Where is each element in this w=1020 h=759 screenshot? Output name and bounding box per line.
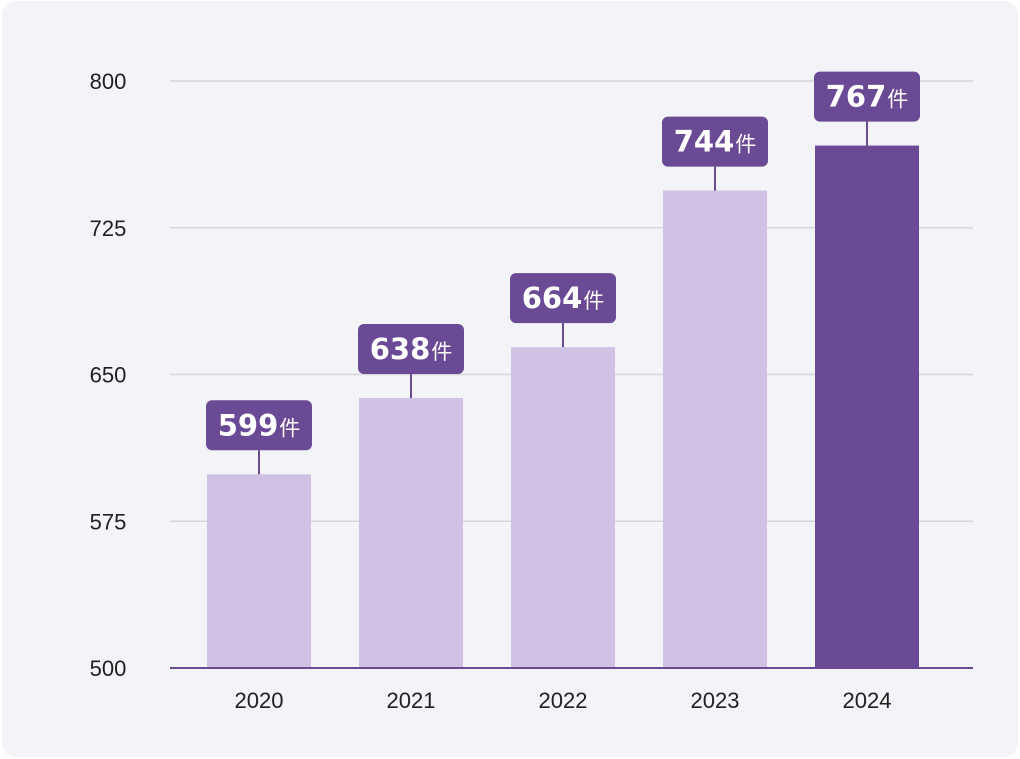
bar-2023 (663, 190, 767, 668)
data-label-value: 599 (218, 408, 279, 442)
data-label-unit: 件 (583, 289, 604, 313)
data-label-value: 638 (370, 332, 431, 366)
data-label-box (206, 400, 312, 451)
bar-2021 (359, 397, 463, 668)
x-tick-label: 2023 (691, 688, 740, 713)
data-label-2022: 664件 (522, 281, 605, 315)
y-tick-label: 650 (90, 363, 127, 388)
x-axis-ticks: 2020 2021 2022 2023 2024 (235, 688, 892, 713)
y-tick-label: 725 (90, 216, 127, 241)
data-label-2023: 744件 (674, 125, 757, 159)
bar-2020 (207, 474, 311, 668)
bar-2024 (815, 145, 919, 668)
data-label-unit: 件 (279, 416, 300, 440)
y-tick-label: 575 (90, 509, 127, 534)
bars (207, 145, 919, 668)
y-axis-ticks: 500 575 650 725 800 (90, 69, 127, 681)
data-label-value: 664 (522, 281, 583, 315)
data-label-box (358, 323, 464, 374)
data-label-box (662, 116, 768, 167)
y-tick-label: 800 (90, 69, 127, 94)
x-tick-label: 2021 (387, 688, 436, 713)
data-label-2020: 599件 (218, 408, 301, 442)
bar-2022 (511, 347, 615, 668)
y-tick-label: 500 (90, 656, 127, 681)
data-label-2024: 767件 (826, 80, 909, 114)
data-label-2021: 638件 (370, 332, 453, 366)
x-tick-label: 2020 (235, 688, 284, 713)
data-label-box (510, 273, 616, 324)
data-label-value: 744 (674, 125, 735, 159)
data-label-unit: 件 (887, 88, 908, 112)
data-label-unit: 件 (431, 340, 452, 364)
data-label-value: 767 (826, 80, 887, 114)
x-tick-label: 2022 (539, 688, 588, 713)
data-label-unit: 件 (735, 133, 756, 157)
data-label-box (814, 71, 920, 122)
x-tick-label: 2024 (843, 688, 892, 713)
